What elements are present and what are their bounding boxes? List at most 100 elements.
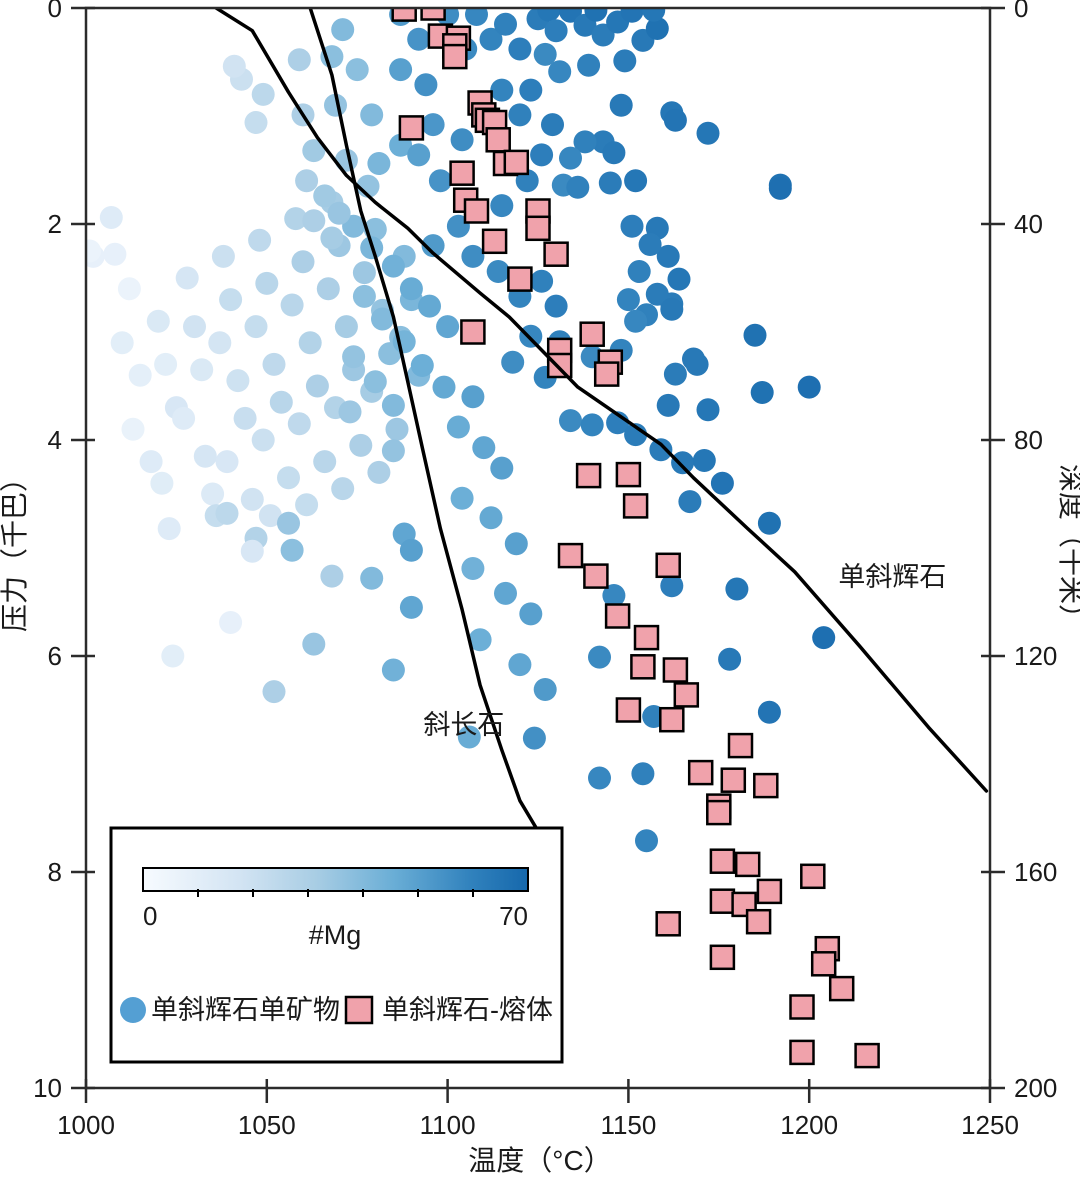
legend: 0 70 #Mg 单斜辉石单矿物 单斜辉石-熔体 bbox=[109, 826, 564, 1064]
cpx-circle-point bbox=[530, 269, 554, 293]
cpx-circle-point bbox=[410, 354, 434, 377]
cpx-circle-point bbox=[522, 726, 546, 750]
cpx-circle-point bbox=[490, 456, 514, 480]
cpx-circle-point bbox=[110, 331, 134, 355]
cpx-circle-point bbox=[461, 557, 485, 580]
cpx-circle-point bbox=[548, 60, 572, 84]
cpx-circle-point bbox=[450, 128, 474, 152]
cpx-circle-point bbox=[598, 171, 622, 195]
legend-label-cpx-melt: 单斜辉石-熔体 bbox=[382, 995, 553, 1025]
cpx-circle-point bbox=[345, 58, 369, 82]
cpx-melt-square-point bbox=[507, 266, 533, 292]
cpx-circle-point bbox=[584, 8, 608, 22]
cpx-circle-point bbox=[233, 406, 257, 430]
cpx-melt-square-point bbox=[709, 888, 736, 914]
cpx-circle-point bbox=[468, 628, 492, 652]
plagioclase-curve bbox=[308, 8, 551, 853]
cpx-circle-point bbox=[678, 490, 702, 514]
cpx-circle-point bbox=[577, 53, 601, 77]
cpx-circle-point bbox=[157, 517, 181, 541]
cpx-melt-square-point bbox=[734, 851, 761, 878]
cpx-circle-point bbox=[121, 417, 145, 441]
cpx-circle-point bbox=[277, 511, 300, 535]
cpx-circle-point bbox=[768, 176, 792, 200]
y-tick-right-label: 40 bbox=[1014, 209, 1043, 239]
cpx-circle-point bbox=[718, 647, 742, 671]
plot-frame bbox=[84, 6, 992, 1090]
x-tick-label: 1200 bbox=[780, 1110, 838, 1140]
x-tick-label: 1150 bbox=[600, 1110, 656, 1140]
cpx-circle-point bbox=[663, 108, 687, 132]
y-tick-right-label: 80 bbox=[1014, 425, 1043, 455]
cpx-melt-square-point bbox=[633, 624, 660, 651]
cpx-circle-point bbox=[573, 130, 597, 154]
cpx-circle-point bbox=[656, 244, 680, 268]
cpx-circle-point bbox=[609, 93, 633, 117]
cpx-melt-square-point bbox=[756, 878, 783, 905]
cpx-melt-square-point bbox=[503, 149, 530, 176]
cpx-circle-point bbox=[146, 309, 170, 333]
cpx-circle-point bbox=[154, 352, 178, 376]
cpx-circle-point bbox=[381, 439, 405, 463]
cpx-melt-square-point bbox=[789, 1039, 815, 1066]
cpx-circle-point bbox=[660, 297, 684, 321]
cpx-circle-point bbox=[302, 632, 326, 656]
cpx-circle-point bbox=[407, 143, 431, 167]
plagioclase-curve-label: 斜长石 bbox=[423, 710, 504, 740]
cpx-circle-point bbox=[602, 584, 626, 607]
cpx-circle-points bbox=[86, 8, 836, 853]
cpx-circle-point bbox=[432, 375, 456, 399]
cpx-circle-point bbox=[201, 482, 225, 506]
cpx-circle-point bbox=[291, 250, 315, 274]
cpx-circle-point bbox=[139, 450, 163, 474]
cpx-circle-point bbox=[399, 538, 423, 562]
cpx-circle-point bbox=[226, 369, 250, 393]
cpx-circle-point bbox=[399, 595, 423, 619]
cpx-circle-point bbox=[381, 254, 405, 278]
cpx-circle-point bbox=[128, 363, 152, 387]
y-axis-title-right: 深度（千米） bbox=[1056, 464, 1080, 632]
cpx-melt-square-point bbox=[579, 321, 605, 347]
cpx-circle-point bbox=[663, 362, 687, 386]
cpx-circle-point bbox=[389, 58, 413, 82]
cpx-circle-point bbox=[418, 294, 441, 318]
cpx-circle-point bbox=[457, 725, 481, 749]
cpx-circle-point bbox=[541, 113, 564, 137]
cpx-circle-point bbox=[190, 358, 214, 382]
cpx-melt-square-point bbox=[828, 975, 855, 1002]
cpx-circle-point bbox=[428, 169, 452, 193]
cpx-melt-square-point bbox=[398, 115, 425, 141]
cpx-melt-square-point bbox=[583, 563, 609, 589]
cpx-circle-point bbox=[219, 288, 243, 312]
cpx-melt-square-point bbox=[659, 706, 685, 733]
cpx-circle-point bbox=[367, 152, 391, 175]
cpx-melt-square-point bbox=[854, 1042, 880, 1069]
cpx-circle-point bbox=[287, 48, 311, 72]
cpx-melt-square-point bbox=[800, 863, 826, 890]
cpx-circle-point bbox=[280, 293, 304, 317]
cpx-circle-point bbox=[472, 436, 496, 460]
legend-square-swatch bbox=[344, 995, 374, 1025]
y-tick-left-label: 10 bbox=[33, 1073, 62, 1103]
cpx-melt-square-point bbox=[420, 8, 446, 21]
cpx-circle-point bbox=[696, 398, 720, 422]
cpx-circle-point bbox=[244, 315, 268, 339]
cpx-circle-point bbox=[421, 113, 445, 137]
cpx-circle-point bbox=[635, 829, 658, 853]
cpx-circle-point bbox=[620, 8, 644, 23]
cpx-circle-point bbox=[222, 54, 246, 78]
cpx-circle-point bbox=[269, 390, 293, 414]
cpx-circle-point bbox=[421, 234, 445, 258]
cpx-circle-point bbox=[215, 450, 239, 474]
cpx-circle-point bbox=[327, 201, 351, 225]
cpx-circle-point bbox=[501, 350, 525, 374]
cpx-circle-point bbox=[642, 8, 666, 22]
cpx-melt-square-point bbox=[720, 767, 747, 793]
y-tick-left-label: 4 bbox=[48, 425, 62, 455]
cpx-circle-point bbox=[667, 267, 691, 291]
cpx-circle-point bbox=[671, 451, 695, 475]
cpx-circle-point bbox=[580, 413, 604, 437]
cpx-circle-point bbox=[331, 477, 355, 501]
cpx-circle-point bbox=[465, 8, 488, 26]
